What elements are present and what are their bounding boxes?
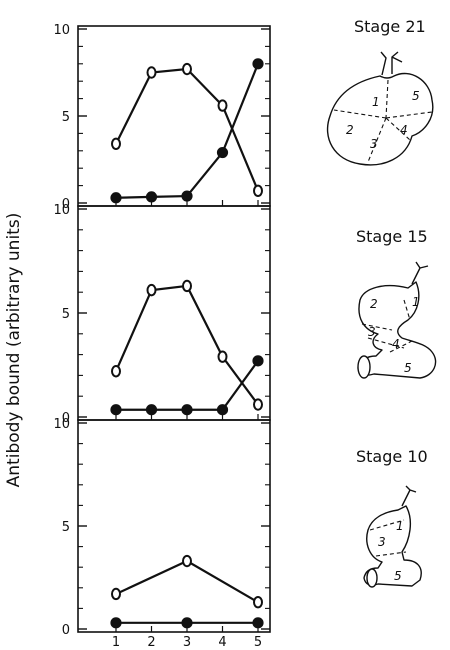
stage-15-inflow-end bbox=[358, 356, 370, 378]
panel-1-filled-circle-point-5 bbox=[253, 356, 262, 365]
stage-21-heart-outline bbox=[328, 73, 433, 164]
panel-1-frame bbox=[78, 206, 270, 420]
panel-0-open-circle-point-2 bbox=[148, 67, 156, 77]
panel-0-open-circle-point-4 bbox=[219, 100, 227, 110]
panel-0-filled-circle-point-3 bbox=[182, 191, 191, 200]
panel-2-filled-circle-point-3 bbox=[253, 618, 262, 627]
stage-10-heart-diagram: 1 3 5 bbox=[364, 486, 421, 587]
stage-21-label: Stage 21 bbox=[354, 17, 426, 36]
panel-2-open-circle-point-2 bbox=[183, 556, 191, 566]
stage-15-region-4: 4 bbox=[392, 337, 400, 351]
panel-0-frame bbox=[78, 26, 270, 206]
panel-0-series-filled-circle-line bbox=[116, 64, 258, 198]
panel-1-series-open-circle-line bbox=[116, 286, 258, 405]
panel-0-open-circle-point-3 bbox=[183, 64, 191, 74]
panel-1-filled-circle-point-3 bbox=[182, 405, 191, 414]
stage-21-heart-diagram: 1 2 3 4 5 bbox=[328, 52, 433, 165]
y-axis-title: Antibody bound (arbitrary units) bbox=[4, 213, 24, 488]
stage-10-inflow-end bbox=[367, 569, 377, 587]
stage-15-region-2: 2 bbox=[370, 297, 378, 311]
stage-15-region-5: 5 bbox=[404, 361, 412, 375]
x-tick-label-2: 2 bbox=[147, 635, 155, 650]
panel-1-ytick-label-5: 5 bbox=[62, 307, 70, 322]
stage-21-region-1: 1 bbox=[372, 95, 380, 109]
stage-10-region-5: 5 bbox=[394, 569, 402, 583]
stage-15-heart-diagram: 1 2 3 4 5 bbox=[358, 262, 436, 378]
panel-0-ytick-label-5: 5 bbox=[62, 110, 70, 125]
stage-10-label: Stage 10 bbox=[356, 447, 428, 466]
panel-1-filled-circle-point-1 bbox=[111, 405, 120, 414]
stage-15-outflow-tract bbox=[412, 262, 428, 284]
panel-1-filled-circle-point-2 bbox=[147, 405, 156, 414]
panel-1-filled-circle-point-4 bbox=[218, 405, 227, 414]
panel-2-ytick-label-0: 0 bbox=[62, 623, 70, 638]
x-tick-label-3: 3 bbox=[183, 635, 191, 650]
panel-1-open-circle-point-2 bbox=[148, 285, 156, 295]
panel-2-filled-circle-point-2 bbox=[182, 618, 191, 627]
panel-0-open-circle-point-5 bbox=[254, 186, 262, 196]
panel-2-ytick-label-10: 10 bbox=[53, 417, 70, 432]
panel-0-filled-circle-point-4 bbox=[218, 148, 227, 157]
panel-1-ytick-label-10: 10 bbox=[53, 203, 70, 218]
stage-15-label: Stage 15 bbox=[356, 227, 428, 246]
panel-2-filled-circle-point-1 bbox=[111, 618, 120, 627]
x-tick-label-1: 1 bbox=[112, 635, 120, 650]
stage-21-region-5: 5 bbox=[412, 89, 420, 103]
stage-21-region-2: 2 bbox=[346, 123, 354, 137]
stage-21-region-3: 3 bbox=[370, 137, 378, 151]
panel-1-open-circle-point-5 bbox=[254, 399, 262, 409]
stage-10-region-3: 3 bbox=[378, 535, 386, 549]
panel-2-frame bbox=[78, 420, 270, 632]
stage-15-region-1: 1 bbox=[412, 295, 420, 309]
panel-0-ytick-label-10: 10 bbox=[53, 23, 70, 38]
panel-1-series-filled-circle-line bbox=[116, 361, 258, 410]
stage-21-outflow-tract bbox=[381, 52, 402, 75]
stage-10-outflow-tract bbox=[402, 486, 416, 506]
panel-0-filled-circle-point-2 bbox=[147, 192, 156, 201]
stage-21-region-4: 4 bbox=[400, 123, 408, 137]
panel-1-open-circle-point-3 bbox=[183, 281, 191, 291]
panel-1-open-circle-point-4 bbox=[219, 351, 227, 361]
stage-10-region-1: 1 bbox=[396, 519, 404, 533]
panel-0-filled-circle-point-5 bbox=[253, 59, 262, 68]
panel-2-open-circle-point-3 bbox=[254, 597, 262, 607]
panel-0-filled-circle-point-1 bbox=[111, 193, 120, 202]
panel-0-open-circle-point-1 bbox=[112, 139, 120, 149]
panel-0-series-open-circle-line bbox=[116, 69, 258, 191]
x-tick-label-5: 5 bbox=[254, 635, 262, 650]
panel-2-open-circle-point-1 bbox=[112, 589, 120, 599]
panel-2-ytick-label-5: 5 bbox=[62, 520, 70, 535]
panel-1-open-circle-point-1 bbox=[112, 366, 120, 376]
x-tick-label-4: 4 bbox=[218, 635, 226, 650]
stage-15-region-3: 3 bbox=[368, 325, 376, 339]
